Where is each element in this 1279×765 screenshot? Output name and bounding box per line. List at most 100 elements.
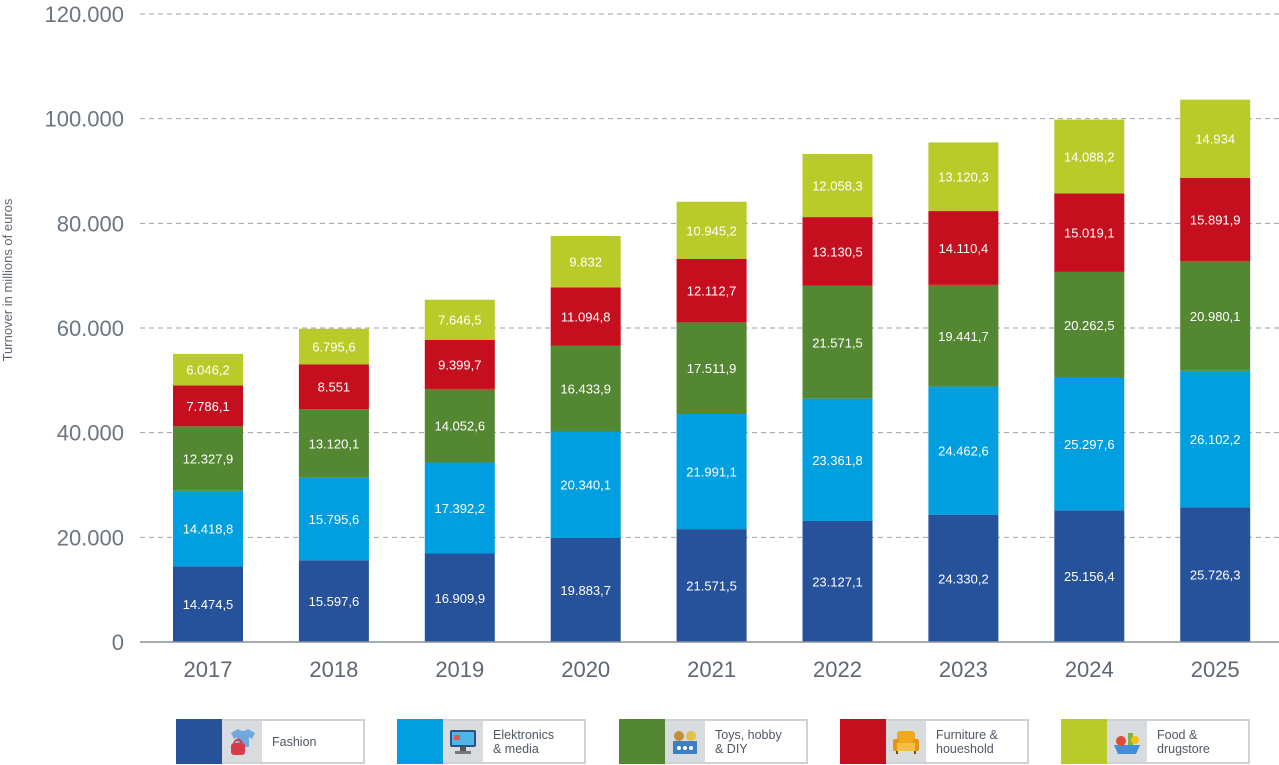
data-label: 24.330,2: [938, 571, 989, 586]
data-label: 9.399,7: [438, 357, 481, 372]
bar-segment: [676, 414, 747, 530]
bar-segment: [1180, 507, 1251, 642]
bar-segment: [1180, 260, 1251, 371]
bar-segment: [550, 235, 621, 288]
data-label: 21.571,5: [686, 579, 737, 594]
legend-label: Fashion: [272, 734, 317, 749]
legend-label: Elektronics & media: [493, 727, 555, 756]
data-label: 23.361,8: [812, 453, 863, 468]
y-tick-label: 40.000: [57, 421, 124, 446]
data-label: 14.088,2: [1064, 149, 1115, 164]
bar-segment: [1054, 119, 1125, 194]
legend-box: Food & drugstore: [1107, 719, 1250, 764]
data-label: 21.571,5: [812, 335, 863, 350]
legend-box: Toys, hobby & DIY: [665, 719, 808, 764]
x-tick-label: 2017: [184, 657, 233, 682]
data-label: 20.262,5: [1064, 318, 1115, 333]
data-label: 13.130,5: [812, 244, 863, 259]
bar-segment: [928, 514, 999, 642]
legend-label: Furniture & houeshold: [936, 727, 998, 756]
bars: 14.474,5 14.418,8 12.327,9 7.786,1 6.046,2 15…: [173, 99, 1251, 642]
x-tick-label: 2020: [561, 657, 610, 682]
data-label: 12.112,7: [687, 284, 737, 299]
food-icon: [1107, 721, 1147, 762]
bar-segment: [1180, 177, 1251, 261]
y-axis-ticks: 0 20.000 40.000 60.000 80.000 100.000 120.000: [44, 2, 124, 655]
data-label: 15.597,6: [309, 594, 360, 609]
data-label: 26.102,2: [1190, 432, 1241, 447]
bar-segment: [676, 201, 747, 259]
bar-segment: [1054, 510, 1125, 642]
bar-segment: [676, 258, 747, 323]
bar-segment: [1180, 99, 1251, 178]
bar-segment: [424, 462, 495, 554]
electronics-icon: [443, 721, 483, 762]
data-label: 14.418,8: [183, 522, 234, 537]
bar-segment: [928, 142, 999, 212]
legend-item: Toys, hobby & DIY: [619, 719, 808, 764]
data-label: 24.462,6: [938, 444, 989, 459]
data-label: 19.441,7: [938, 329, 989, 344]
data-label: 14.052,6: [434, 419, 485, 434]
stacked-bar-chart: 020.00040.00060.00080.000100.000120.000 …: [0, 2, 1279, 682]
legend-box: Elektronics & media: [443, 719, 586, 764]
legend-swatch: [176, 719, 222, 764]
bar-segment: [676, 322, 747, 415]
bar-segment: [298, 328, 369, 365]
bar-segment: [550, 345, 621, 432]
bar-segment: [802, 520, 873, 642]
data-label: 17.511,9: [687, 361, 737, 376]
data-label: 9.832: [569, 255, 602, 270]
bar-segment: [298, 364, 369, 410]
bar-segment: [173, 353, 243, 386]
data-label: 10.945,2: [686, 223, 737, 238]
bar-segment: [173, 566, 243, 642]
legend-item: Furniture & houeshold: [840, 719, 1029, 764]
y-tick-label: 80.000: [57, 211, 124, 236]
data-label: 6.046,2: [186, 363, 229, 378]
legend-label: Food & drugstore: [1157, 727, 1210, 756]
bar-segment: [424, 553, 495, 642]
legend-label: Toys, hobby & DIY: [715, 727, 782, 756]
data-label: 13.120,1: [309, 436, 360, 451]
bar-segment: [424, 388, 495, 463]
data-label: 16.909,9: [434, 591, 485, 606]
bar-segment: [550, 287, 621, 346]
furniture-icon: [886, 721, 926, 762]
bar-segment: [550, 537, 621, 642]
bar-segment: [298, 409, 369, 478]
bar-segment: [802, 153, 873, 218]
legend-swatch: [1061, 719, 1107, 764]
bar-segment: [928, 386, 999, 515]
x-tick-label: 2022: [813, 657, 862, 682]
x-tick-label: 2024: [1065, 657, 1114, 682]
toys-icon: [665, 721, 705, 762]
bar-segment: [802, 398, 873, 521]
y-tick-label: 100.000: [44, 107, 124, 132]
bar-segment: [1054, 271, 1125, 378]
legend-swatch: [397, 719, 443, 764]
bar-segment: [676, 529, 747, 642]
data-label: 7.646,5: [438, 313, 481, 328]
data-label: 14.110,4: [939, 241, 989, 256]
data-label: 7.786,1: [186, 399, 229, 414]
legend-swatch: [840, 719, 886, 764]
data-label: 21.991,1: [686, 465, 737, 480]
data-label: 20.980,1: [1190, 309, 1241, 324]
bar-segment: [1054, 377, 1125, 511]
legend-swatch: [619, 719, 665, 764]
data-label: 12.327,9: [183, 452, 234, 467]
x-axis-ticks: 2017 2018 2019 2020 2021 2022 2023 2024 2025: [184, 657, 1240, 682]
data-label: 15.795,6: [309, 512, 360, 527]
data-label: 13.120,3: [938, 170, 989, 185]
fashion-icon: [222, 721, 262, 762]
x-tick-label: 2019: [435, 657, 484, 682]
x-tick-label: 2018: [309, 657, 358, 682]
bar-segment: [298, 477, 369, 561]
data-label: 25.156,4: [1064, 569, 1115, 584]
x-tick-label: 2021: [687, 657, 736, 682]
legend-item: Elektronics & media: [397, 719, 586, 764]
bar-segment: [928, 211, 999, 285]
data-label: 15.891,9: [1190, 212, 1241, 227]
data-label: 16.433,9: [560, 381, 611, 396]
